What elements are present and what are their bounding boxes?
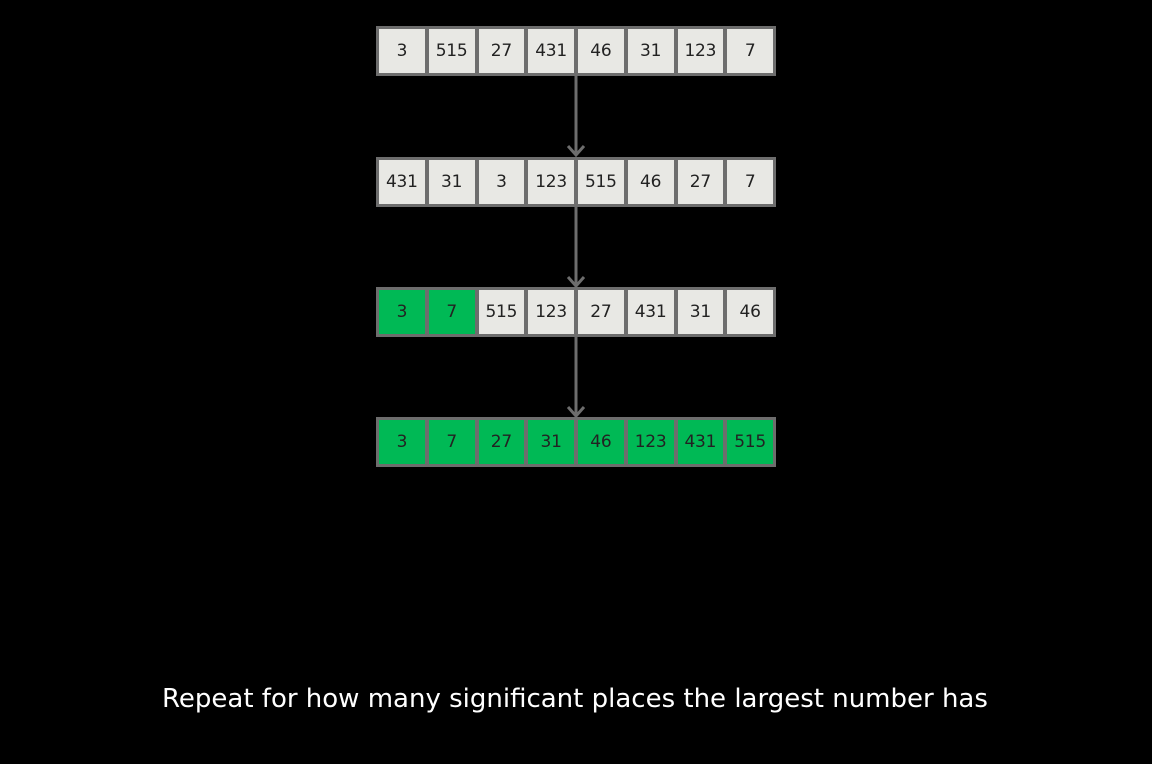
array-cell: 3 — [379, 290, 425, 334]
down-arrow-icon — [567, 337, 585, 419]
array-cell: 431 — [379, 160, 425, 204]
down-arrow-icon — [567, 207, 585, 289]
array-cell: 123 — [677, 29, 724, 73]
down-arrow-icon — [567, 76, 585, 158]
array-cell: 46 — [578, 420, 624, 464]
array-cell: 27 — [677, 160, 724, 204]
array-row-4: 3 7 27 31 46 123 431 515 — [376, 417, 776, 467]
array-cell: 123 — [528, 290, 574, 334]
array-cell: 31 — [528, 420, 574, 464]
array-cell: 123 — [528, 160, 574, 204]
array-cell: 7 — [727, 29, 773, 73]
array-cell: 3 — [478, 160, 525, 204]
array-cell: 27 — [478, 420, 525, 464]
array-cell: 27 — [578, 290, 624, 334]
array-cell: 123 — [627, 420, 674, 464]
array-cell: 31 — [677, 290, 724, 334]
array-cell: 3 — [379, 29, 425, 73]
array-row-3: 3 7 515 123 27 431 31 46 — [376, 287, 776, 337]
array-cell: 7 — [428, 420, 475, 464]
array-cell: 515 — [578, 160, 624, 204]
array-cell: 46 — [578, 29, 624, 73]
array-cell: 31 — [627, 29, 674, 73]
array-cell: 31 — [428, 160, 475, 204]
array-cell: 515 — [478, 290, 525, 334]
array-cell: 7 — [727, 160, 773, 204]
array-cell: 431 — [528, 29, 574, 73]
caption-text: Repeat for how many significant places t… — [162, 684, 988, 714]
array-cell: 515 — [727, 420, 773, 464]
array-cell: 7 — [428, 290, 475, 334]
array-row-2: 431 31 3 123 515 46 27 7 — [376, 157, 776, 207]
array-cell: 431 — [627, 290, 674, 334]
array-row-1: 3 515 27 431 46 31 123 7 — [376, 26, 776, 76]
array-cell: 431 — [677, 420, 724, 464]
array-cell: 515 — [428, 29, 475, 73]
array-cell: 46 — [627, 160, 674, 204]
array-cell: 27 — [478, 29, 525, 73]
array-cell: 3 — [379, 420, 425, 464]
array-cell: 46 — [727, 290, 773, 334]
